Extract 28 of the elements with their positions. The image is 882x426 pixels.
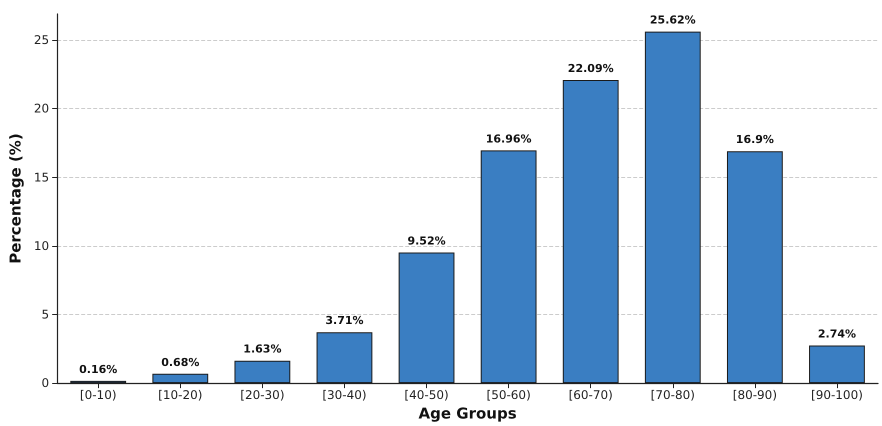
data-label: 9.52%	[407, 234, 446, 248]
data-label: 22.09%	[568, 62, 614, 75]
x-tick-label: [30-40)	[322, 388, 367, 402]
x-tick-label: [20-30)	[240, 388, 284, 402]
data-label: 2.74%	[818, 328, 856, 341]
x-tick-label: [90-100)	[811, 388, 863, 402]
data-label: 0.68%	[161, 356, 200, 369]
x-tick-label: [0-10)	[80, 388, 117, 402]
x-tick-label: [40-50)	[404, 388, 449, 402]
x-tick-label: [70-80)	[650, 388, 695, 402]
y-tick-label: 25	[34, 33, 50, 48]
x-tick-label: [50-60)	[486, 388, 531, 402]
data-label: 3.71%	[325, 314, 364, 328]
data-label: 1.63%	[243, 342, 282, 356]
x-tick-label: [10-20)	[158, 388, 202, 402]
data-label: 0.16%	[79, 362, 118, 376]
y-tick-label: 10	[34, 238, 50, 253]
x-axis-title: Age Groups	[418, 404, 517, 422]
y-tick-label: 5	[42, 307, 50, 322]
y-axis-title: Percentage (%)	[6, 133, 24, 264]
x-tick-label: [80-90)	[732, 388, 777, 402]
data-label: 25.62%	[650, 14, 696, 27]
y-tick-label: 15	[34, 170, 50, 184]
y-tick-label: 0	[42, 376, 50, 390]
data-label: 16.96%	[486, 132, 532, 146]
y-tick-label: 20	[34, 102, 50, 116]
data-label: 16.9%	[736, 133, 774, 146]
x-tick-label: [60-70)	[568, 388, 613, 402]
